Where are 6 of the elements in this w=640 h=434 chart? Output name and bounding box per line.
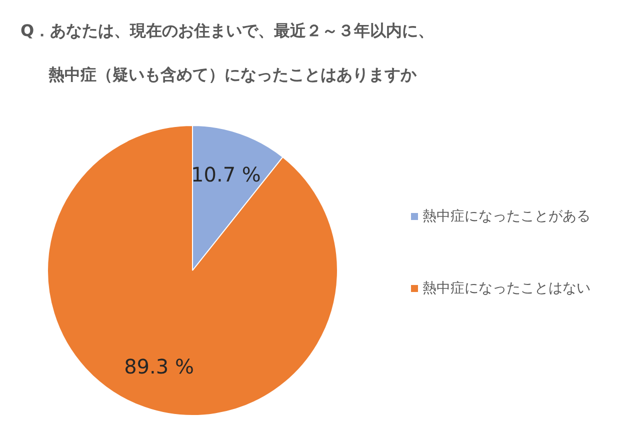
data-label: 89.3 %	[124, 354, 194, 378]
legend-label: 熱中症になったことがある	[422, 208, 590, 224]
chart-subtitle: 熱中症（疑いも含めて）になったことはありますか	[48, 65, 418, 84]
chart-title: Q．あなたは、現在のお住まいで、最近２～３年以内に、	[20, 21, 434, 40]
legend-label: 熱中症になったことはない	[422, 280, 590, 296]
data-label: 10.7 %	[191, 162, 261, 187]
